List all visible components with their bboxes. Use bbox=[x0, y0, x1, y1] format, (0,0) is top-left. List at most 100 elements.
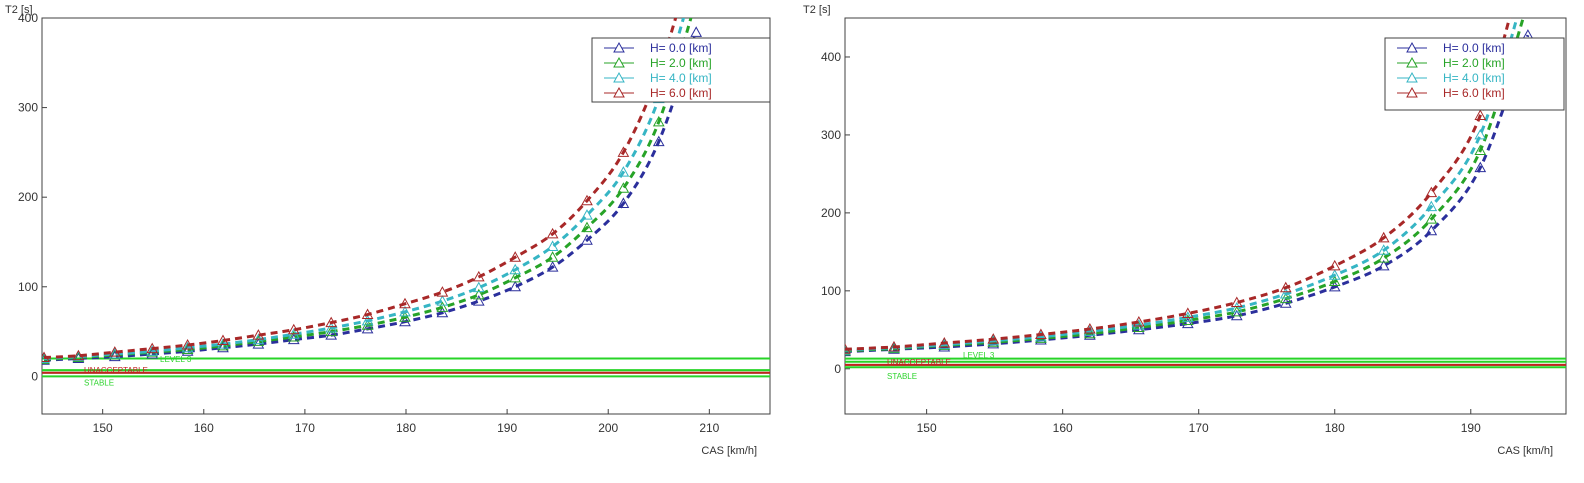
data-point-marker bbox=[108, 346, 121, 357]
legend-entry: H= 6.0 [km] bbox=[650, 86, 712, 100]
data-point-marker bbox=[1084, 325, 1096, 336]
data-point-marker bbox=[581, 234, 593, 245]
data-point-marker bbox=[72, 349, 85, 361]
x-tick-label: 170 bbox=[1189, 421, 1209, 435]
data-point-marker bbox=[361, 308, 374, 320]
legend-marker bbox=[613, 86, 625, 98]
data-point-marker bbox=[1377, 244, 1390, 255]
data-point-marker bbox=[1474, 144, 1487, 156]
data-point-marker bbox=[509, 271, 522, 283]
x-tick-label: 210 bbox=[699, 421, 719, 435]
data-point-marker bbox=[217, 334, 229, 346]
y-axis-label: T2 [s] bbox=[803, 4, 831, 16]
x-tick-label: 150 bbox=[93, 421, 113, 435]
data-point-marker bbox=[1181, 317, 1194, 329]
data-point-marker bbox=[399, 311, 411, 322]
data-point-marker bbox=[436, 306, 449, 318]
series-line-h2 bbox=[43, 18, 686, 360]
data-point-marker bbox=[1523, 0, 1533, 6]
reference-label-level-3: LEVEL 3 bbox=[160, 355, 192, 364]
y-tick-label: 400 bbox=[821, 50, 841, 64]
x-tick-label: 190 bbox=[497, 421, 517, 435]
data-point-marker bbox=[252, 329, 265, 340]
data-point-marker bbox=[1474, 109, 1487, 120]
series-line-h3 bbox=[43, 18, 678, 360]
data-point-marker bbox=[581, 194, 593, 206]
data-point-marker bbox=[690, 26, 703, 37]
data-point-marker bbox=[1132, 315, 1145, 327]
reference-label-stable: STABLE bbox=[84, 378, 114, 387]
data-point-marker bbox=[108, 347, 121, 359]
legend-marker bbox=[613, 56, 625, 68]
x-tick-label: 180 bbox=[396, 421, 416, 435]
data-point-marker bbox=[361, 314, 374, 326]
data-point-marker bbox=[509, 280, 522, 292]
data-point-marker bbox=[325, 325, 338, 337]
data-point-marker bbox=[1328, 269, 1341, 280]
data-point-marker bbox=[325, 321, 338, 333]
data-point-marker bbox=[146, 345, 159, 356]
data-point-marker bbox=[217, 338, 229, 349]
data-point-marker bbox=[472, 270, 485, 282]
data-point-marker bbox=[546, 261, 559, 272]
data-point-marker bbox=[1230, 305, 1243, 317]
reference-label-stable: STABLE bbox=[887, 372, 917, 381]
data-point-marker bbox=[181, 338, 194, 350]
y-tick-label: 200 bbox=[821, 206, 841, 220]
y-axis-label: T2 [s] bbox=[5, 4, 33, 16]
data-point-marker bbox=[1035, 328, 1047, 339]
data-point-marker bbox=[581, 209, 593, 220]
y-tick-label: 300 bbox=[821, 128, 841, 142]
y-tick-label: 100 bbox=[18, 280, 38, 294]
data-point-marker bbox=[181, 341, 194, 353]
data-point-marker bbox=[1279, 281, 1292, 293]
data-point-marker bbox=[546, 240, 559, 251]
legend-marker bbox=[1406, 71, 1418, 83]
data-point-marker bbox=[1474, 128, 1487, 140]
data-point-marker bbox=[287, 330, 300, 342]
data-point-marker bbox=[652, 135, 665, 147]
x-axis-label: CAS [km/h] bbox=[1497, 445, 1553, 457]
data-point-marker bbox=[1084, 323, 1096, 334]
data-point-marker bbox=[652, 115, 665, 127]
y-tick-label: 300 bbox=[18, 101, 38, 115]
plot-content: UNACCEPTABLE STABLE LEVEL 3 bbox=[845, 0, 1566, 381]
data-point-marker bbox=[436, 286, 449, 297]
data-point-marker bbox=[287, 323, 300, 335]
data-point-marker bbox=[1230, 309, 1243, 321]
x-tick-label: 200 bbox=[598, 421, 618, 435]
chart-1: 0 100 200 300 400 150 160 170 180 190 200 210 T2 [s]… bbox=[5, 4, 771, 457]
data-point-marker bbox=[399, 305, 411, 317]
legend: H= 0.0 [km]H= 2.0 [km]H= 4.0 [km]H= 6.0 … bbox=[591, 37, 771, 103]
y-tick-label: 100 bbox=[821, 284, 841, 298]
data-point-marker bbox=[252, 335, 265, 346]
data-point-marker bbox=[436, 295, 449, 306]
data-point-marker bbox=[1181, 311, 1194, 322]
x-tick-label: 180 bbox=[1325, 421, 1345, 435]
data-point-marker bbox=[509, 251, 522, 262]
data-point-marker bbox=[42, 351, 50, 363]
x-tick-label: 160 bbox=[194, 421, 214, 435]
data-point-marker bbox=[1377, 252, 1390, 263]
reference-label-unacceptable: UNACCEPTABLE bbox=[887, 358, 951, 367]
data-point-marker bbox=[617, 166, 630, 177]
data-point-marker bbox=[217, 341, 229, 353]
chart-2: 0 100 200 300 400 150 160 170 180 190 T2 [s] CAS [k… bbox=[803, 0, 1567, 457]
data-point-marker bbox=[1425, 213, 1438, 224]
x-tick-label: 170 bbox=[295, 421, 315, 435]
data-point-marker bbox=[472, 288, 485, 300]
data-point-marker bbox=[1328, 259, 1341, 271]
reference-label-level-3: LEVEL 3 bbox=[963, 351, 995, 360]
data-point-marker bbox=[617, 182, 630, 193]
data-point-marker bbox=[617, 146, 630, 157]
data-point-marker bbox=[472, 281, 485, 293]
legend-marker bbox=[613, 71, 625, 83]
legend-entry: H= 0.0 [km] bbox=[1443, 41, 1505, 55]
plot-content: UNACCEPTABLE STABLE LEVEL 3 bbox=[42, 18, 770, 387]
legend-entry: H= 4.0 [km] bbox=[1443, 71, 1505, 85]
data-point-marker bbox=[1425, 224, 1438, 236]
legend-entry: H= 2.0 [km] bbox=[650, 56, 712, 70]
data-point-marker bbox=[546, 227, 559, 239]
data-point-marker bbox=[146, 342, 159, 354]
